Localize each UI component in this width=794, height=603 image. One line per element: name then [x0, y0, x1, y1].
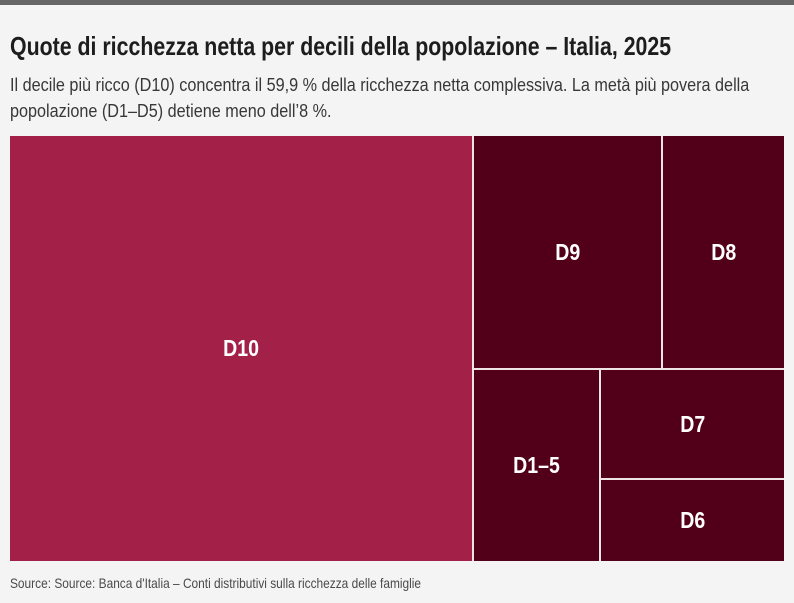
chart-title: Quote di ricchezza netta per decili dell… — [10, 31, 672, 61]
treemap-cell-label: D7 — [680, 410, 705, 437]
treemap-cell-label: D8 — [711, 238, 736, 265]
treemap-cell-label: D6 — [680, 507, 705, 533]
treemap-cell-label: D1–5 — [513, 452, 560, 478]
treemap-cell-label: D9 — [555, 238, 580, 265]
top-border-bar — [0, 0, 794, 5]
treemap-cell-d1_5[interactable]: D1–5 — [474, 370, 599, 561]
treemap-cell-d6[interactable]: D6 — [601, 480, 784, 561]
treemap-cell-d8[interactable]: D8 — [663, 136, 784, 368]
treemap-cell-d10[interactable]: D10 — [10, 136, 472, 561]
treemap-cell-d9[interactable]: D9 — [474, 136, 661, 368]
chart-subtitle: Il decile più ricco (D10) concentra il 5… — [10, 75, 750, 121]
treemap-cell-d7[interactable]: D7 — [601, 370, 784, 478]
treemap-cell-label: D10 — [223, 335, 259, 361]
source-caption: Source: Source: Banca d'Italia – Conti d… — [10, 575, 422, 591]
treemap-chart: D10 D9 D8 D1–5 D7 D6 — [10, 136, 784, 561]
